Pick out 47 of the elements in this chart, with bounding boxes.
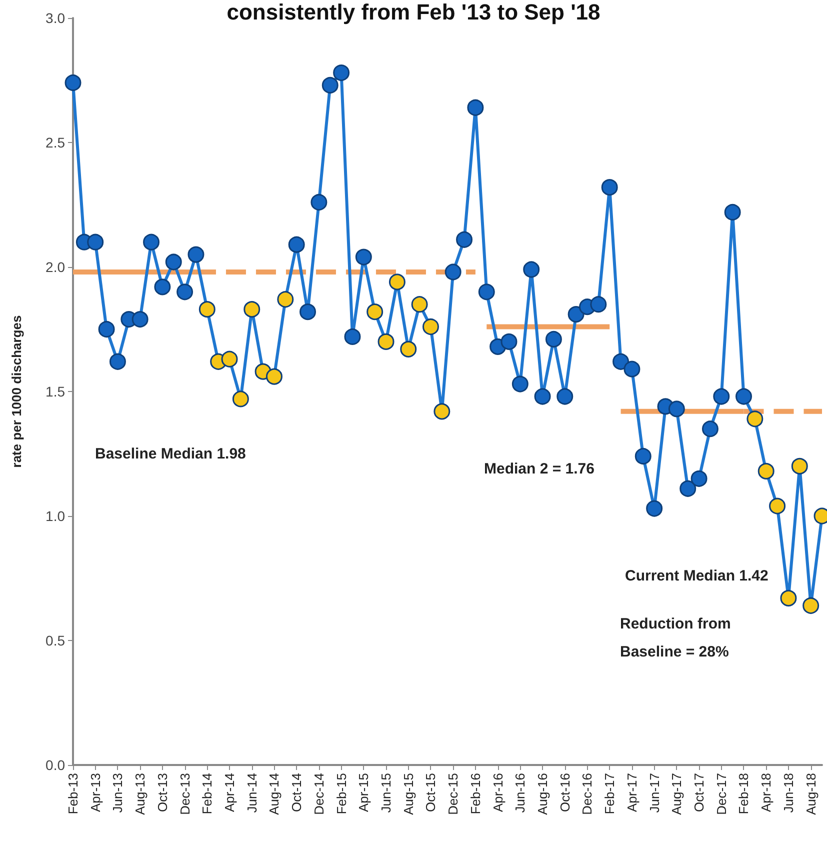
x-tick-label: Feb-18 [736,773,752,814]
x-tick-label: Jun-13 [110,773,126,813]
annotation: Current Median 1.42 [625,568,768,584]
x-tick-label: Oct-14 [289,773,304,812]
x-tick-label: Oct-13 [154,773,170,812]
x-tick-label: Feb-16 [468,773,483,814]
y-tick-label: 1.5 [46,384,66,400]
x-tick-label: Feb-15 [334,773,349,814]
x-tick-label: Dec-15 [446,773,461,815]
x-tick-label: Oct-17 [692,773,707,812]
x-tick-label: Dec-13 [177,773,192,815]
y-tick-label: 2.5 [46,134,66,150]
annotation: Reduction from Baseline = 28% [620,616,735,660]
x-tick-label: Aug-14 [266,773,282,815]
x-tick-label: Jun-15 [378,773,394,813]
y-tick-label: 3.0 [46,10,66,26]
annotation: Baseline Median 1.98 [95,446,246,462]
x-tick-label: Aug-18 [803,773,818,815]
x-tick-label: Jun-17 [646,773,662,813]
x-tick-label: Jun-14 [244,773,260,813]
x-tick-label: Oct-15 [423,773,438,812]
chart-title: consistently from Feb '13 to Sep '18 [226,0,600,24]
x-tick-label: Feb-17 [602,773,618,814]
x-tick-label: Apr-14 [222,773,238,812]
x-tick-label: Jun-16 [512,773,528,813]
x-tick-label: Dec-14 [311,773,326,815]
x-tick-label: Dec-16 [580,773,595,815]
y-axis-title: rate per 1000 discharges [9,315,24,468]
x-tick-label: Apr-13 [88,773,103,812]
y-tick-label: 1.0 [46,508,66,524]
x-tick-label: Apr-16 [490,773,506,812]
y-tick-label: 0.5 [46,632,66,648]
y-tick-label: 2.0 [46,259,66,275]
x-tick-label: Oct-16 [557,773,572,812]
x-tick-label: Apr-18 [758,773,774,812]
x-tick-label: Aug-16 [535,773,550,815]
x-tick-label: Aug-15 [400,773,416,815]
x-tick-label: Aug-13 [132,773,148,815]
x-tick-label: Aug-17 [669,773,684,815]
x-tick-label: Dec-17 [714,773,729,815]
x-tick-label: Jun-18 [780,773,796,813]
y-tick-label: 0.0 [46,757,66,773]
annotation: Median 2 = 1.76 [484,460,594,478]
x-tick-label: Feb-13 [66,773,80,814]
x-tick-label: Feb-14 [200,773,215,814]
x-tick-label: Apr-15 [356,773,372,812]
x-tick-label: Apr-17 [624,773,640,812]
